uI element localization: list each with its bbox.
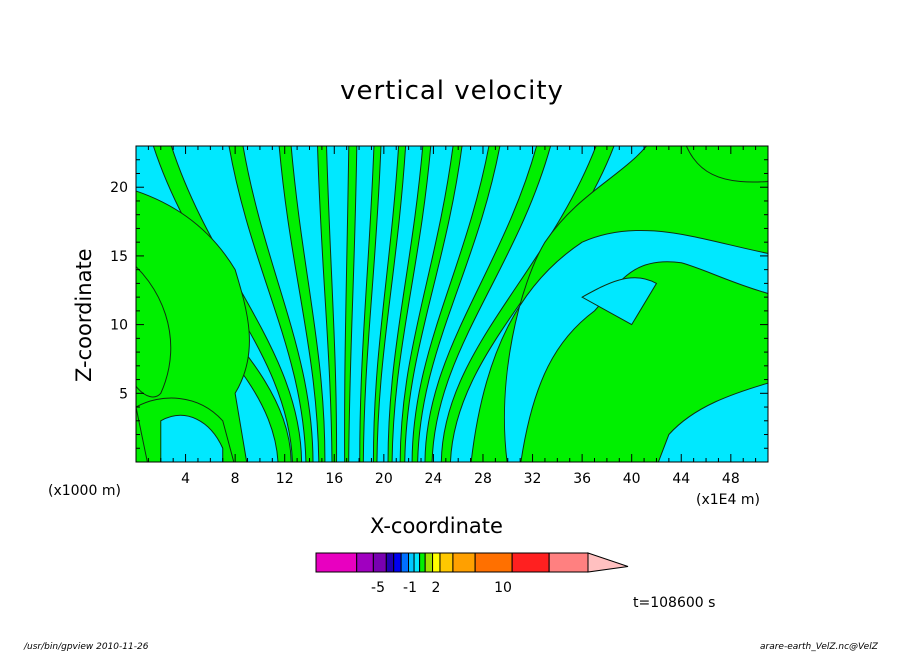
x-tick-label: 40: [623, 471, 641, 487]
positive-region: [470, 146, 768, 462]
positive-stripe: [317, 146, 338, 462]
x-tick-label: 12: [276, 471, 294, 487]
positive-stripe: [372, 146, 407, 462]
colorbar-tick-label: 2: [432, 580, 441, 596]
time-annotation: t=108600 s: [633, 595, 716, 611]
x-tick-label: 44: [672, 471, 690, 487]
x-axis-label: X-coordinate: [370, 514, 503, 538]
colorbar-cell: [315, 552, 358, 573]
positive-stripe: [344, 146, 358, 462]
colorbar-cell: [372, 552, 387, 573]
x-tick-label: 24: [424, 471, 442, 487]
colorbar-cell: [424, 552, 434, 573]
colorbar-tick-label: 10: [494, 580, 512, 596]
colorbar-cell: [408, 552, 415, 573]
positive-stripe: [411, 146, 501, 462]
colorbar-tick-label: -1: [403, 580, 417, 596]
colorbar-cell: [419, 552, 426, 573]
chart-title: vertical velocity: [340, 76, 564, 106]
y-tick-label: 10: [110, 318, 128, 334]
contour-field: [136, 146, 768, 462]
x-unit-left: (x1000 m): [48, 483, 121, 499]
colorbar-cell: [413, 552, 421, 573]
x-unit-right: (x1E4 m): [696, 492, 760, 508]
y-tick-label: 20: [110, 180, 128, 196]
x-tick-label: 28: [474, 471, 492, 487]
colorbar-cell: [432, 552, 441, 573]
positive-stripe: [359, 146, 382, 462]
y-axis-label: Z-coordinate: [72, 248, 96, 382]
colorbar-tick-label: -5: [371, 580, 385, 596]
x-tick-label: 4: [181, 471, 190, 487]
negative-region: [581, 277, 658, 326]
negative-region: [160, 414, 224, 462]
positive-region: [520, 261, 768, 462]
colorbar-cell: [474, 552, 513, 573]
plot-frame: [135, 145, 769, 463]
colorbar-cell: [385, 552, 395, 573]
footer-right: arare-earth_VelZ.nc@VelZ: [760, 642, 878, 652]
positive-stripe: [387, 146, 432, 462]
positive-region: [136, 190, 250, 462]
positive-stripe: [228, 146, 314, 462]
positive-stripe: [278, 146, 326, 462]
x-tick-label: 32: [524, 471, 542, 487]
colorbar-cell: [548, 552, 589, 573]
colorbar-cell: [356, 552, 374, 573]
x-tick-label: 48: [722, 471, 740, 487]
positive-region: [685, 146, 768, 183]
colorbar-cell: [439, 552, 454, 573]
colorbar-extension: [587, 552, 629, 573]
positive-stripe: [424, 146, 552, 462]
positive-stripe: [399, 146, 463, 462]
colorbar-cell: [393, 552, 402, 573]
colorbar-cell: [511, 552, 550, 573]
x-tick-label: 16: [325, 471, 343, 487]
x-tick-label: 36: [573, 471, 591, 487]
x-tick-label: 8: [231, 471, 240, 487]
colorbar-cell: [452, 552, 476, 573]
y-tick-label: 5: [119, 386, 128, 402]
y-tick-label: 15: [110, 249, 128, 265]
colorbar-cell: [400, 552, 410, 573]
footer-left: /usr/bin/gpview 2010-11-26: [24, 642, 149, 652]
x-tick-label: 20: [375, 471, 393, 487]
